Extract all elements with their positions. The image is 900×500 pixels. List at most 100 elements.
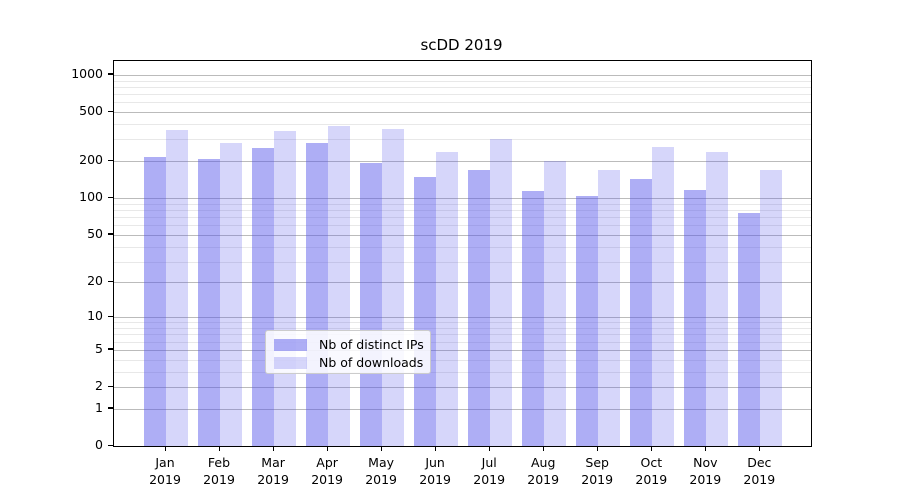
y-tick-label: 5 xyxy=(95,340,103,356)
major-gridline xyxy=(114,74,811,76)
x-tick-mark xyxy=(542,446,545,451)
bar-sep-downloads xyxy=(598,170,621,446)
legend-item-distinct-ips: Nb of distinct IPs xyxy=(274,336,430,353)
bar-sep-distinct-ips xyxy=(576,196,599,446)
x-tick-label-mar: Mar 2019 xyxy=(257,455,289,487)
x-tick-mark xyxy=(272,446,274,451)
major-gridline xyxy=(114,387,811,388)
x-tick-mark xyxy=(218,446,220,451)
y-tick-mark xyxy=(108,444,113,446)
bar-dec-distinct-ips xyxy=(738,213,761,446)
x-tick-label-feb: Feb 2019 xyxy=(203,455,235,487)
x-tick-label-apr: Apr 2019 xyxy=(311,455,343,487)
y-tick-mark xyxy=(108,348,113,350)
x-tick-label-nov: Nov 2019 xyxy=(689,455,722,487)
y-tick-label: 1000 xyxy=(71,65,103,81)
bar-aug-distinct-ips xyxy=(522,191,545,446)
major-gridline xyxy=(114,349,811,351)
minor-gridline xyxy=(114,139,811,141)
y-tick-mark xyxy=(108,196,113,198)
x-tick-mark xyxy=(488,446,491,451)
y-tick-label: 10 xyxy=(87,308,103,324)
minor-gridline xyxy=(114,124,811,125)
bar-jun-downloads xyxy=(436,152,459,446)
minor-gridline xyxy=(114,341,811,343)
minor-gridline xyxy=(114,80,811,82)
bar-feb-downloads xyxy=(220,143,242,446)
chart-title: scDD 2019 xyxy=(420,36,503,54)
bar-oct-downloads xyxy=(652,146,675,446)
minor-gridline xyxy=(114,261,811,263)
major-gridline xyxy=(114,317,811,319)
x-tick-label-aug: Aug 2019 xyxy=(527,455,560,487)
bar-nov-distinct-ips xyxy=(684,189,707,446)
legend-swatch-downloads xyxy=(274,356,307,369)
y-tick-label: 1 xyxy=(95,399,103,415)
x-tick-label-jun: Jun 2019 xyxy=(419,455,451,487)
minor-gridline xyxy=(114,102,811,104)
minor-gridline xyxy=(114,322,811,324)
bar-apr-distinct-ips xyxy=(306,143,329,446)
y-tick-mark xyxy=(108,233,113,235)
x-tick-mark xyxy=(758,446,761,451)
x-tick-mark xyxy=(164,446,166,451)
bar-mar-downloads xyxy=(274,131,297,446)
minor-gridline xyxy=(114,94,811,95)
bar-apr-downloads xyxy=(328,126,351,446)
bar-dec-downloads xyxy=(760,169,783,446)
y-tick-label: 50 xyxy=(87,225,103,241)
minor-gridline xyxy=(114,334,811,336)
x-tick-label-may: May 2019 xyxy=(365,455,397,487)
x-tick-mark xyxy=(326,446,328,451)
minor-gridline xyxy=(114,225,811,227)
bar-jun-distinct-ips xyxy=(414,176,437,446)
y-tick-label: 200 xyxy=(79,152,103,168)
y-tick-mark xyxy=(108,315,113,318)
bar-jul-distinct-ips xyxy=(468,170,491,446)
x-tick-label-jul: Jul 2019 xyxy=(473,455,506,487)
bar-may-downloads xyxy=(382,129,405,446)
legend-label-distinct-ips: Nb of distinct IPs xyxy=(319,337,424,352)
legend: Nb of distinct IPs Nb of downloads xyxy=(265,330,431,374)
y-tick-label: 100 xyxy=(79,189,103,205)
y-tick-mark xyxy=(108,110,113,112)
major-gridline xyxy=(114,408,811,410)
minor-gridline xyxy=(114,203,811,205)
x-tick-mark xyxy=(596,446,599,451)
y-tick-label: 20 xyxy=(87,273,103,289)
bar-mar-distinct-ips xyxy=(252,147,275,446)
plot-area xyxy=(113,60,812,447)
bar-jul-downloads xyxy=(490,139,513,446)
y-tick-label: 0 xyxy=(95,437,103,452)
y-tick-label: 2 xyxy=(95,378,103,393)
bar-aug-downloads xyxy=(544,161,567,446)
minor-gridline xyxy=(114,359,811,361)
bar-feb-distinct-ips xyxy=(198,159,220,446)
major-gridline xyxy=(114,198,811,200)
minor-gridline xyxy=(114,209,811,211)
minor-gridline xyxy=(114,246,811,248)
major-gridline xyxy=(114,161,811,163)
minor-gridline xyxy=(114,86,811,88)
major-gridline xyxy=(114,112,811,113)
y-tick-mark xyxy=(108,385,113,387)
minor-gridline xyxy=(114,371,811,373)
x-tick-mark xyxy=(434,446,436,451)
y-tick-mark xyxy=(108,407,113,409)
bar-jan-downloads xyxy=(166,129,188,446)
y-tick-mark xyxy=(108,73,113,75)
legend-item-downloads: Nb of downloads xyxy=(274,354,430,371)
x-tick-mark xyxy=(650,446,653,451)
y-tick-mark xyxy=(108,159,113,161)
y-tick-label: 500 xyxy=(79,103,103,118)
x-tick-label-oct: Oct 2019 xyxy=(635,455,668,487)
x-tick-mark xyxy=(380,446,382,451)
x-tick-label-sep: Sep 2019 xyxy=(581,455,614,487)
bar-nov-downloads xyxy=(706,152,729,446)
bar-oct-distinct-ips xyxy=(630,179,653,446)
x-tick-label-jan: Jan 2019 xyxy=(149,455,181,487)
x-tick-label-dec: Dec 2019 xyxy=(743,455,776,487)
minor-gridline xyxy=(114,328,811,329)
bar-may-distinct-ips xyxy=(360,163,383,446)
minor-gridline xyxy=(114,217,811,218)
